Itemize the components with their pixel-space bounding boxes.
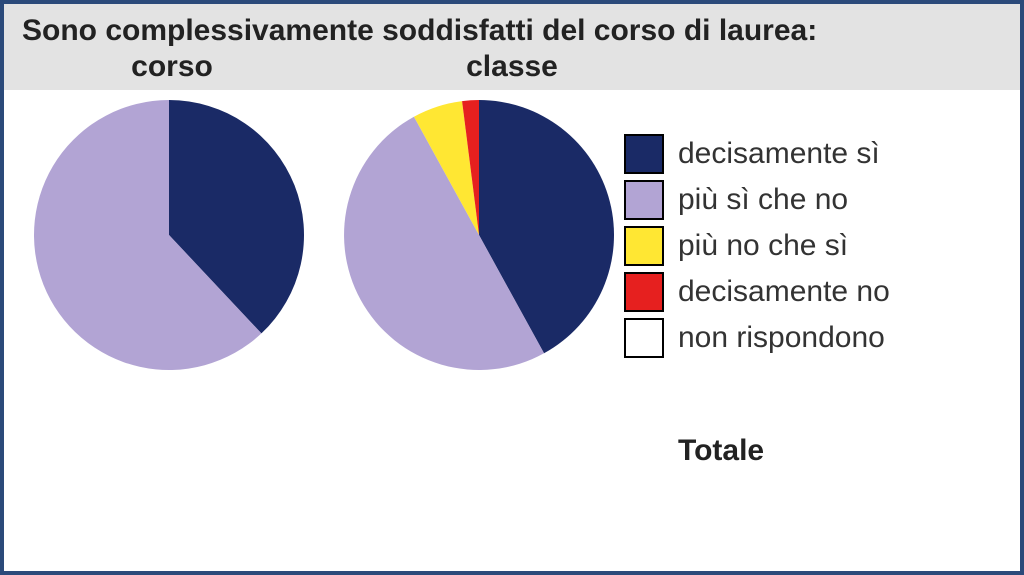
swatch-piu-si-che-no: [624, 180, 664, 220]
subheader-corso: corso: [22, 50, 322, 84]
legend-label-decisamente-no: decisamente no: [678, 275, 890, 309]
swatch-piu-no-che-si: [624, 226, 664, 266]
legend: decisamente sì più sì che no più no che …: [624, 134, 890, 364]
legend-item-piu-si-che-no: più sì che no: [624, 180, 890, 220]
pie-classe: [344, 100, 614, 370]
legend-label-piu-si-che-no: più sì che no: [678, 183, 848, 217]
swatch-non-rispondono: [624, 318, 664, 358]
legend-item-decisamente-no: decisamente no: [624, 272, 890, 312]
swatch-decisamente-si: [624, 134, 664, 174]
legend-item-piu-no-che-si: più no che sì: [624, 226, 890, 266]
subheader-classe: classe: [362, 50, 662, 84]
pie-corso-svg: [34, 100, 304, 370]
swatch-decisamente-no: [624, 272, 664, 312]
legend-label-non-rispondono: non rispondono: [678, 321, 885, 355]
legend-item-non-rispondono: non rispondono: [624, 318, 890, 358]
legend-label-piu-no-che-si: più no che sì: [678, 229, 848, 263]
chart-title: Sono complessivamente soddisfatti del co…: [22, 14, 1002, 48]
chart-header: Sono complessivamente soddisfatti del co…: [4, 4, 1020, 90]
pie-corso: [34, 100, 304, 370]
totale-label: Totale: [678, 434, 764, 468]
pie-classe-svg: [344, 100, 614, 370]
legend-item-decisamente-si: decisamente sì: [624, 134, 890, 174]
subheaders-row: corso classe: [22, 50, 1002, 84]
pie-area: [4, 100, 614, 370]
chart-container: Sono complessivamente soddisfatti del co…: [0, 0, 1024, 575]
legend-label-decisamente-si: decisamente sì: [678, 137, 880, 171]
